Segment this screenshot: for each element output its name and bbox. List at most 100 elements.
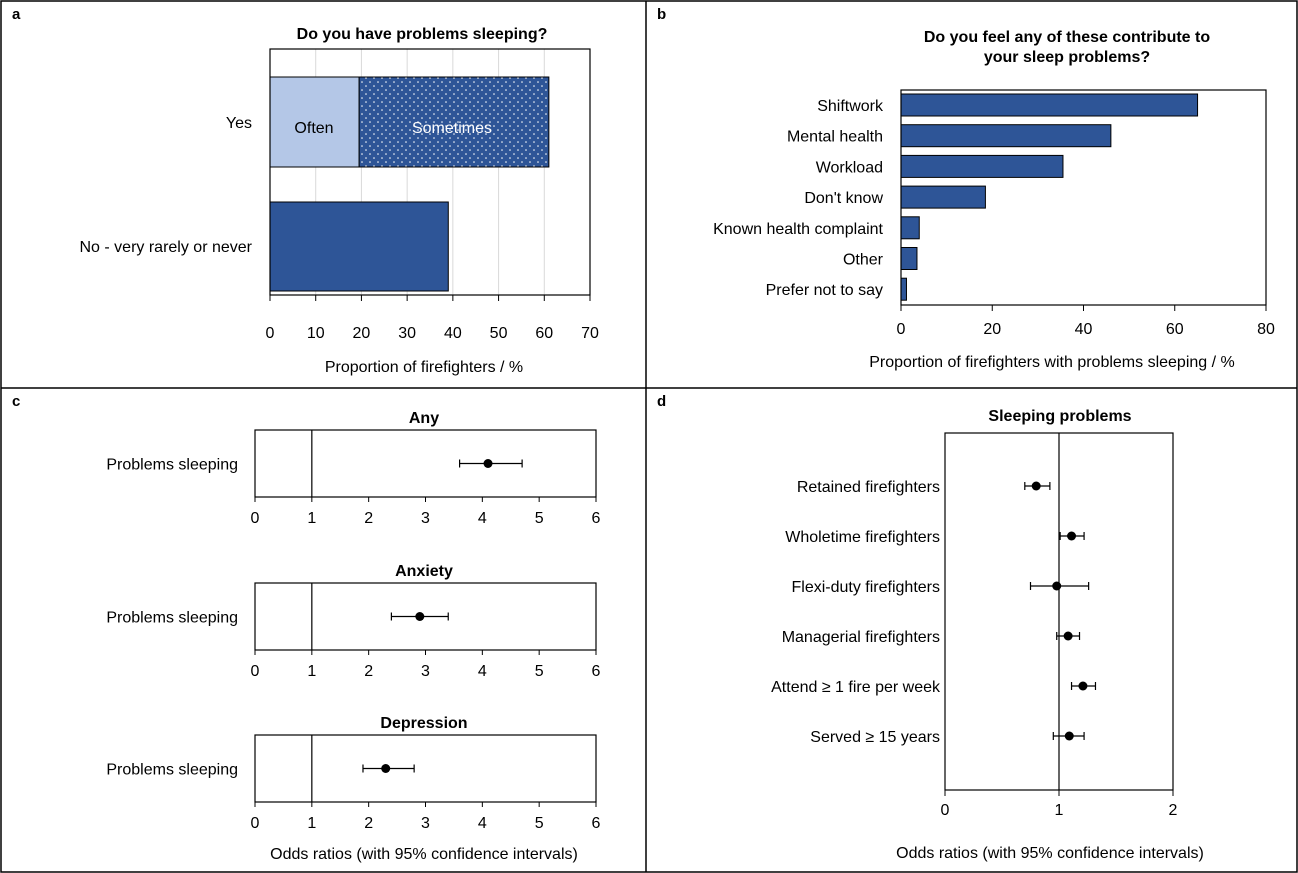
panel-d-row-retained-firefighters: Retained firefighters	[797, 479, 1051, 496]
panel-c-subplot-title: Depression	[380, 715, 467, 732]
panel-b-chart: Do you feel any of these contribute to y…	[713, 29, 1275, 371]
panel-c-subplot-any: Any Problems sleeping 0 1 2 3 4 5 6	[106, 410, 600, 527]
panel-c-letter: c	[12, 393, 20, 410]
panel-b-x-axis-title: Proportion of firefighters with problems…	[869, 354, 1235, 371]
panel-d-point-estimate	[1063, 631, 1073, 641]
panel-c-tick-label: 1	[307, 815, 316, 832]
panel-c-tick-label: 1	[307, 510, 316, 527]
panel-d-point-estimate	[1031, 481, 1041, 491]
panel-c-tick-label: 4	[478, 815, 487, 832]
panel-c-chart: Any Problems sleeping 0 1 2 3 4 5 6 Anxiety Proble…	[106, 410, 600, 863]
panel-a-tick-label: 20	[353, 325, 371, 342]
panel-a-tick-label: 30	[398, 325, 416, 342]
panel-b-category-workload: Workload	[816, 159, 883, 176]
panel-a-segment-often-label: Often	[294, 120, 333, 137]
panel-d-point-estimate	[1078, 681, 1088, 691]
panel-c-plot-frame	[254, 734, 597, 803]
panel-a-segment-sometimes-label: Sometimes	[412, 120, 492, 137]
panel-c-tick-label: 0	[251, 510, 260, 527]
panel-c-tick-label: 0	[251, 663, 260, 680]
panel-c-point-estimate	[415, 612, 425, 621]
panel-a-category-yes: Yes	[226, 115, 252, 132]
panel-d-x-axis-title: Odds ratios (with 95% confidence interva…	[896, 845, 1204, 862]
panel-b-bar-prefer-not-to-say	[900, 277, 907, 301]
panel-c-tick-label: 2	[364, 510, 373, 527]
panel-a-chart: Do you have problems sleeping? Yes No - …	[80, 26, 600, 376]
panel-b-category-don-t-know: Don't know	[804, 190, 883, 207]
panel-c-tick-label: 4	[478, 510, 487, 527]
panel-d-row-label: Served ≥ 15 years	[810, 729, 940, 746]
panel-a-x-axis-title: Proportion of firefighters / %	[325, 359, 523, 376]
panel-b-tick-label: 20	[983, 321, 1001, 338]
panel-a-title: Do you have problems sleeping?	[297, 26, 548, 43]
panel-a-tick-label: 70	[581, 325, 599, 342]
panel-c-tick-label: 6	[592, 815, 601, 832]
panel-d-row-label: Flexi-duty firefighters	[792, 579, 941, 596]
panel-c-tick-label: 5	[535, 663, 544, 680]
panel-a-tick-label: 0	[266, 325, 275, 342]
panel-d-tick-label: 2	[1169, 802, 1178, 819]
panel-d-point-estimate	[1064, 731, 1074, 741]
panel-c-tick-label: 2	[364, 663, 373, 680]
panel-b-tick-label: 60	[1166, 321, 1184, 338]
panel-d-point-estimate	[1067, 531, 1077, 541]
panel-b-title-line-2: your sleep problems?	[984, 49, 1150, 66]
panel-b-bar-workload	[900, 154, 1064, 178]
panel-b-bar-known-health-complaint	[900, 216, 920, 240]
panel-b-letter: b	[657, 6, 666, 23]
panel-a-bar-sometimes	[358, 76, 550, 168]
panel-c-tick-label: 3	[421, 663, 430, 680]
panel-b-bar-mental-health	[900, 124, 1112, 148]
panel-d-point-estimate	[1052, 581, 1062, 591]
panel-d-row-managerial-firefighters: Managerial firefighters	[782, 629, 1081, 646]
panel-b-tick-label: 0	[897, 321, 906, 338]
panel-d-row-label: Wholetime firefighters	[785, 529, 940, 546]
panel-c-tick-label: 5	[535, 510, 544, 527]
panel-c-row-label: Problems sleeping	[106, 762, 238, 779]
panel-b-tick-label: 40	[1075, 321, 1093, 338]
panel-a-plot-frame	[269, 48, 591, 296]
panel-c-plot-frame	[254, 429, 597, 498]
panel-a-letter: a	[12, 6, 21, 23]
panel-b-bar-other	[900, 247, 918, 270]
panel-d-tick-label: 0	[941, 802, 950, 819]
panel-c-tick-label: 5	[535, 815, 544, 832]
panel-c-tick-label: 6	[592, 663, 601, 680]
panel-d-title: Sleeping problems	[988, 408, 1131, 425]
panel-b-tick-label: 80	[1257, 321, 1275, 338]
panel-a-tick-label: 40	[444, 325, 462, 342]
panel-c-subplot-anxiety: Anxiety Problems sleeping 0 1 2 3 4 5 6	[106, 563, 600, 680]
panel-c-tick-label: 4	[478, 663, 487, 680]
panel-d-row-label: Managerial firefighters	[782, 629, 940, 646]
panel-c-row-label: Problems sleeping	[106, 457, 238, 474]
panel-b-bar-don-t-know	[900, 185, 986, 209]
panel-c-tick-label: 6	[592, 510, 601, 527]
panel-a-category-no: No - very rarely or never	[80, 239, 253, 256]
panel-c-row-label: Problems sleeping	[106, 610, 238, 627]
panel-b-category-known-health-complaint: Known health complaint	[713, 221, 883, 238]
panel-b-category-mental-health: Mental health	[787, 129, 883, 146]
panel-a-bar-no-very-rarely-or-never	[269, 201, 449, 292]
panel-c-point-estimate	[483, 459, 493, 468]
panel-b-category-shiftwork: Shiftwork	[817, 98, 884, 115]
panel-a-tick-label: 10	[307, 325, 325, 342]
panel-d-row-label: Attend ≥ 1 fire per week	[771, 679, 941, 696]
panel-d-row-label: Retained firefighters	[797, 479, 940, 496]
panel-c-subplot-title: Any	[409, 410, 439, 427]
panel-c-subplot-title: Anxiety	[395, 563, 453, 580]
panel-d-chart: Sleeping problems Retained firefighters W…	[771, 408, 1204, 862]
panel-b-title-line-1: Do you feel any of these contribute to	[924, 29, 1210, 46]
panel-c-tick-label: 2	[364, 815, 373, 832]
panel-b-bar-shiftwork	[900, 93, 1199, 117]
panel-d-tick-label: 1	[1055, 802, 1064, 819]
panel-c-tick-label: 0	[251, 815, 260, 832]
panel-d-row-flexi-duty-firefighters: Flexi-duty firefighters	[792, 579, 1090, 596]
panel-c-x-axis-title: Odds ratios (with 95% confidence interva…	[270, 846, 578, 863]
panel-a-tick-label: 50	[490, 325, 508, 342]
panel-d-letter: d	[657, 393, 666, 410]
panel-c-point-estimate	[381, 764, 391, 773]
panel-d-row-attend-1-fire-per-week: Attend ≥ 1 fire per week	[771, 679, 1097, 696]
panel-c-subplot-depression: Depression Problems sleeping 0 1 2 3 4 5 6	[106, 715, 600, 832]
